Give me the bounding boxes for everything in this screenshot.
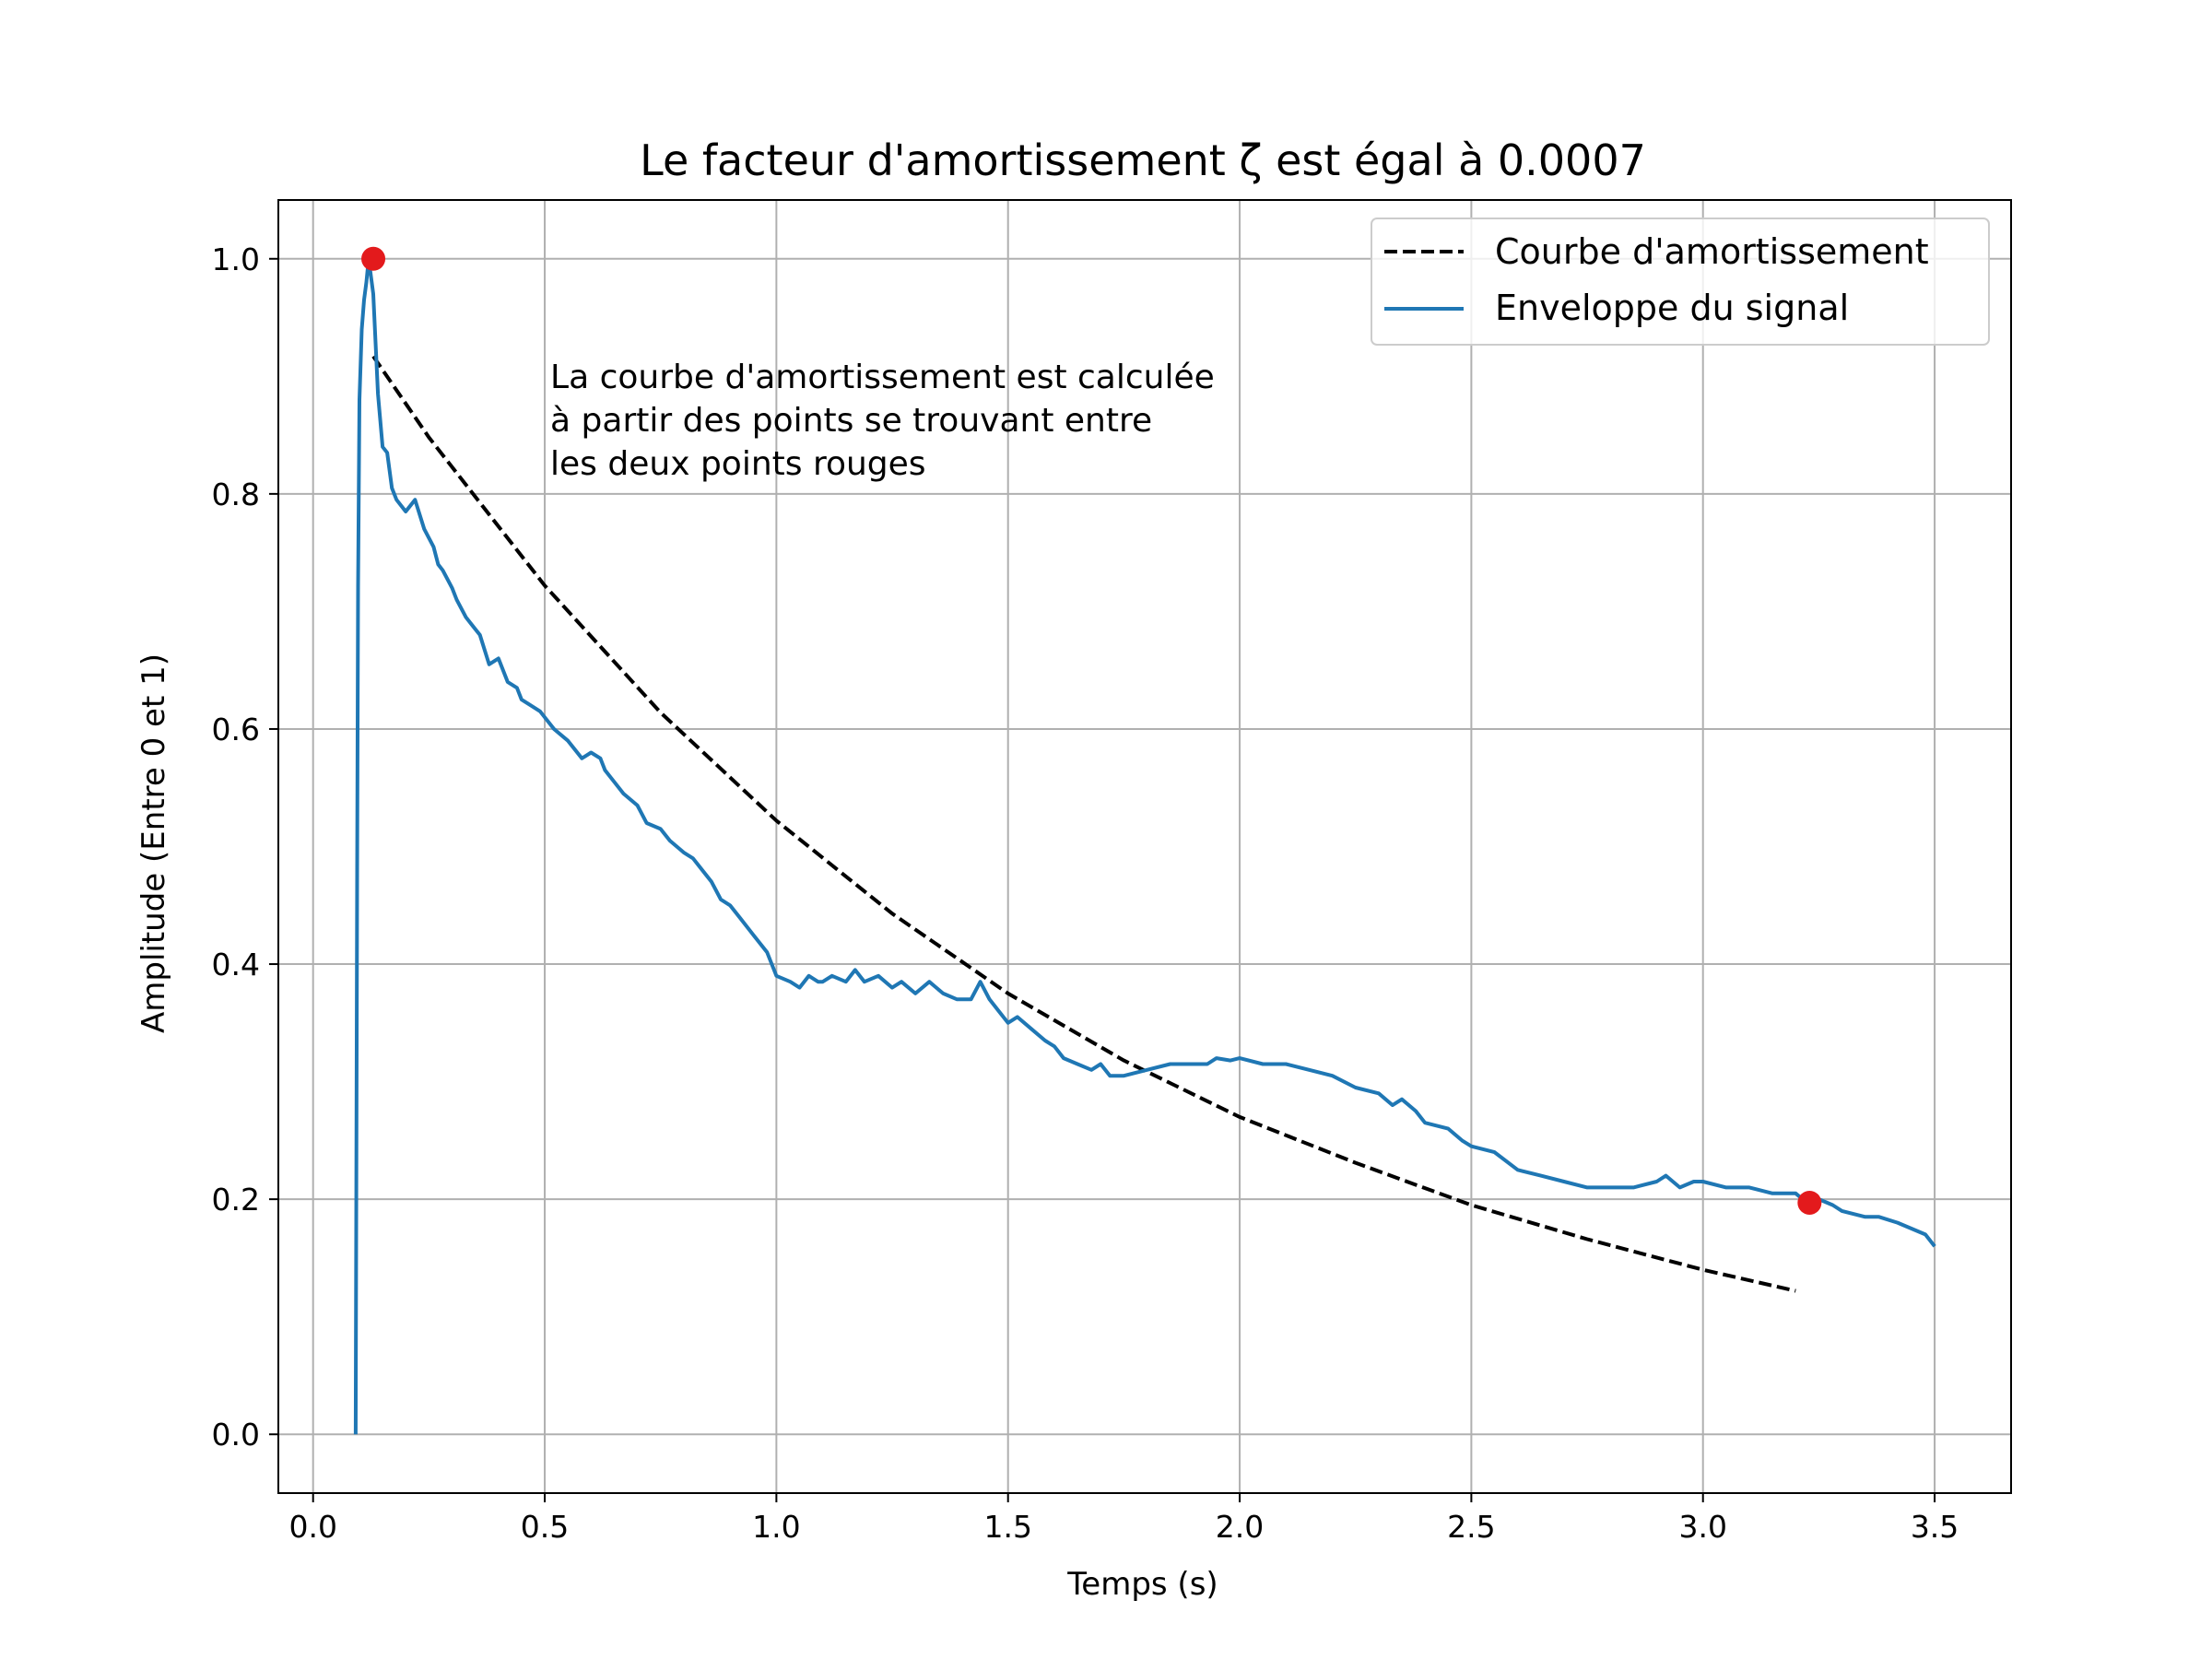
x-tick-label: 3.5: [1911, 1509, 1959, 1545]
y-axis-label: Amplitude (Entre 0 et 1): [135, 653, 172, 1033]
plot-frame: [277, 199, 2012, 1494]
x-tick-label: 1.0: [752, 1509, 800, 1545]
legend-label-signal-envelope: Enveloppe du signal: [1495, 288, 1849, 328]
x-tick-label: 0.0: [288, 1509, 336, 1545]
signal-envelope-line: [353, 256, 1936, 1435]
x-tick-label: 1.5: [983, 1509, 1031, 1545]
series-lines: [353, 256, 1936, 1435]
axis-ticks: 0.0 0.5 1.0 1.5 2.0 2.5 3.0 3.5 0.0 0.2 0.4 0.6 0.8 1…: [212, 241, 1959, 1545]
x-tick-label: 2.5: [1447, 1509, 1495, 1545]
y-tick-label: 0.8: [212, 477, 260, 512]
chart-title: Le facteur d'amortissement ζ est égal à …: [640, 135, 1646, 185]
x-tick-label: 0.5: [521, 1509, 569, 1545]
annotation-line-3: les deux points rouges: [550, 445, 926, 483]
marked-points: [361, 246, 1822, 1215]
grid-lines: [278, 200, 2011, 1493]
legend: Courbe d'amortissement Enveloppe du sign…: [1371, 218, 1990, 346]
annotation-line-1: La courbe d'amortissement est calculée: [550, 359, 1215, 396]
x-axis-label: Temps (s): [1066, 1566, 1218, 1603]
red-marker-point: [361, 246, 386, 271]
red-marker-point: [1797, 1190, 1822, 1215]
annotation-line-2: à partir des points se trouvant entre: [550, 402, 1152, 440]
x-tick-label: 2.0: [1216, 1509, 1264, 1545]
legend-box: [1371, 218, 1990, 346]
legend-label-damping-curve: Courbe d'amortissement: [1495, 231, 1929, 272]
y-tick-label: 1.0: [212, 241, 260, 277]
damping-curve-line: [371, 355, 1796, 1293]
y-tick-label: 0.0: [212, 1417, 260, 1453]
annotation-text: La courbe d'amortissement est calculée à…: [550, 359, 1215, 483]
y-tick-label: 0.4: [212, 947, 260, 982]
y-tick-label: 0.2: [212, 1182, 260, 1218]
y-tick-label: 0.6: [212, 712, 260, 747]
x-tick-label: 3.0: [1678, 1509, 1726, 1545]
